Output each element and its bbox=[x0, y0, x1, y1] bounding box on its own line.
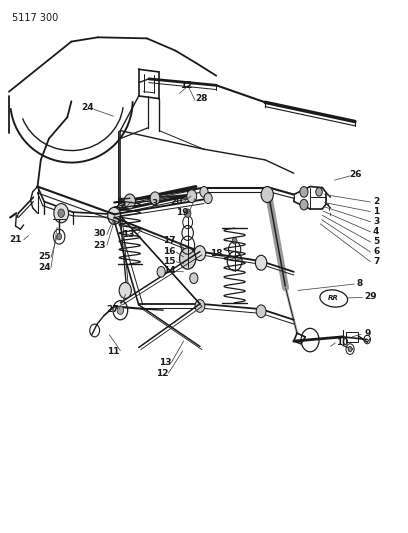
Text: 16: 16 bbox=[163, 247, 175, 256]
Text: 12: 12 bbox=[180, 81, 193, 90]
Text: 20: 20 bbox=[170, 197, 182, 206]
Text: 6: 6 bbox=[373, 247, 379, 256]
Text: 3: 3 bbox=[151, 199, 157, 208]
Text: 7: 7 bbox=[373, 257, 379, 265]
Text: 1: 1 bbox=[373, 207, 379, 215]
Text: 21: 21 bbox=[9, 236, 22, 244]
Text: 14: 14 bbox=[163, 266, 175, 275]
Text: 24: 24 bbox=[82, 103, 94, 112]
Circle shape bbox=[150, 192, 160, 205]
Circle shape bbox=[124, 194, 135, 209]
Text: 5117 300: 5117 300 bbox=[12, 13, 58, 23]
Circle shape bbox=[200, 187, 208, 197]
Circle shape bbox=[180, 248, 196, 269]
Text: 4: 4 bbox=[373, 227, 379, 236]
Text: 25: 25 bbox=[38, 253, 50, 261]
Circle shape bbox=[190, 273, 198, 284]
Text: 13: 13 bbox=[122, 230, 135, 239]
Circle shape bbox=[348, 346, 352, 352]
Text: 22: 22 bbox=[114, 201, 126, 210]
Text: 23: 23 bbox=[94, 241, 106, 249]
Circle shape bbox=[157, 266, 165, 277]
Circle shape bbox=[187, 190, 197, 203]
Text: 9: 9 bbox=[364, 329, 370, 338]
Text: 19: 19 bbox=[177, 208, 189, 216]
Circle shape bbox=[54, 204, 69, 223]
Circle shape bbox=[108, 207, 121, 224]
Text: 29: 29 bbox=[364, 293, 377, 301]
Text: 17: 17 bbox=[163, 237, 175, 245]
Text: 27: 27 bbox=[106, 305, 118, 313]
Circle shape bbox=[195, 300, 205, 312]
Text: 30: 30 bbox=[94, 229, 106, 238]
Text: 2: 2 bbox=[373, 197, 379, 206]
Circle shape bbox=[57, 233, 62, 240]
Text: RR: RR bbox=[328, 295, 338, 301]
Circle shape bbox=[117, 306, 124, 314]
Circle shape bbox=[300, 199, 308, 210]
Circle shape bbox=[184, 209, 191, 217]
Text: 5: 5 bbox=[373, 237, 379, 246]
Circle shape bbox=[58, 209, 64, 217]
Text: 8: 8 bbox=[357, 279, 363, 288]
Circle shape bbox=[204, 193, 212, 204]
Text: 26: 26 bbox=[350, 171, 362, 179]
Text: 18: 18 bbox=[210, 249, 222, 257]
Circle shape bbox=[300, 187, 308, 197]
Text: 15: 15 bbox=[163, 257, 175, 265]
Text: 28: 28 bbox=[196, 94, 208, 103]
Circle shape bbox=[232, 238, 237, 244]
Circle shape bbox=[261, 187, 273, 203]
Text: 13: 13 bbox=[159, 358, 171, 367]
Circle shape bbox=[256, 305, 266, 318]
Text: 3: 3 bbox=[373, 217, 379, 225]
Text: 11: 11 bbox=[107, 348, 120, 356]
Text: 24: 24 bbox=[38, 263, 50, 272]
Text: 10: 10 bbox=[336, 338, 348, 346]
Circle shape bbox=[316, 188, 322, 196]
Circle shape bbox=[255, 255, 267, 270]
Text: 12: 12 bbox=[156, 369, 169, 377]
Circle shape bbox=[119, 282, 131, 298]
Circle shape bbox=[194, 246, 206, 261]
